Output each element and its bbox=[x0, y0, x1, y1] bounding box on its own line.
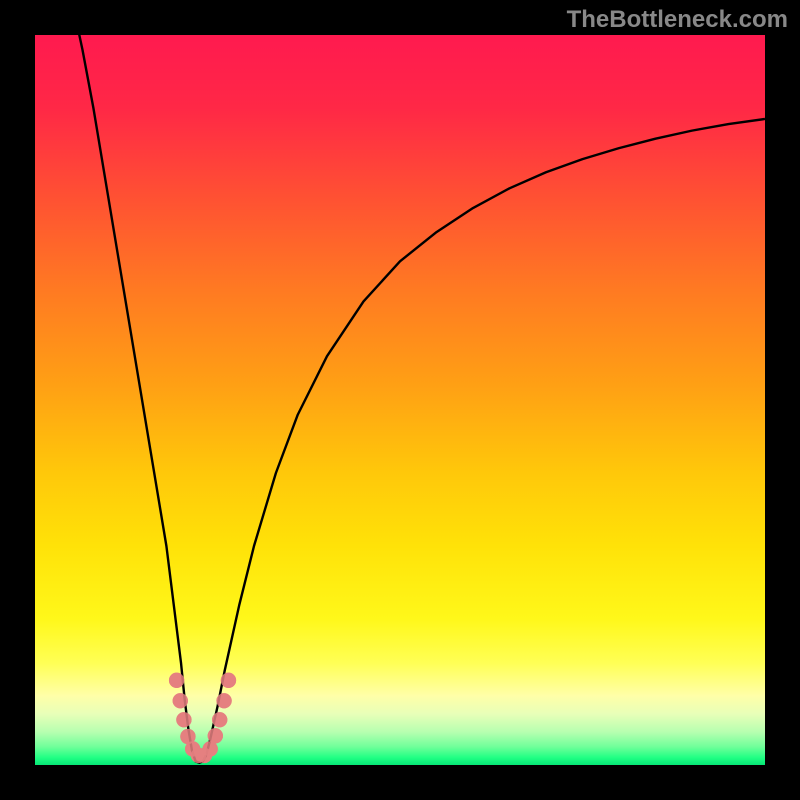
plot-svg bbox=[35, 35, 765, 765]
gradient-background bbox=[35, 35, 765, 765]
watermark-text: TheBottleneck.com bbox=[567, 6, 788, 34]
plot-area bbox=[35, 35, 765, 765]
